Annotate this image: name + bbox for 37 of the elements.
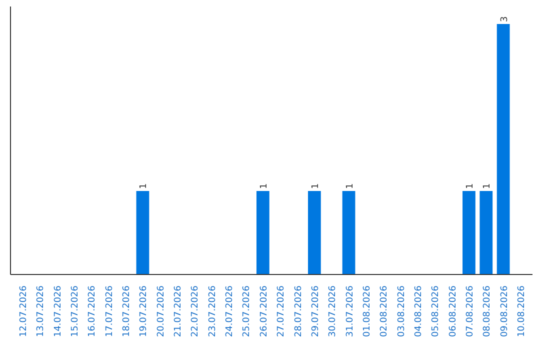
x-tick-label: 20.07.2026 bbox=[156, 285, 166, 338]
x-tick-label: 24.07.2026 bbox=[225, 285, 236, 338]
x-tick-label: 01.08.2026 bbox=[362, 285, 372, 338]
x-tick-label: 12.07.2026 bbox=[19, 285, 30, 338]
x-tick-label: 21.07.2026 bbox=[174, 285, 184, 338]
x-tick-label: 10.08.2026 bbox=[516, 285, 527, 338]
x-tick-label: 31.07.2026 bbox=[345, 285, 356, 338]
x-tick-label: 22.07.2026 bbox=[190, 285, 201, 338]
x-tick-label: 29.07.2026 bbox=[310, 285, 321, 338]
x-tick-label: 07.08.2026 bbox=[465, 285, 476, 338]
data-label: 1 bbox=[139, 183, 150, 190]
x-tick-label: 26.07.2026 bbox=[259, 285, 270, 338]
x-tick-label: 17.07.2026 bbox=[104, 285, 115, 338]
x-tick-label: 27.07.2026 bbox=[276, 285, 287, 338]
data-label: 1 bbox=[345, 183, 356, 190]
x-tick-label: 05.08.2026 bbox=[431, 285, 442, 338]
data-label: 1 bbox=[259, 183, 270, 190]
x-tick-label: 06.08.2026 bbox=[448, 285, 458, 338]
x-tick-label: 23.07.2026 bbox=[208, 285, 218, 338]
x-tick-label: 04.08.2026 bbox=[414, 285, 424, 338]
x-tick-label: 25.07.2026 bbox=[242, 285, 252, 338]
x-tick-label: 14.07.2026 bbox=[53, 285, 64, 338]
x-tick-label: 19.07.2026 bbox=[139, 285, 150, 338]
x-tick-label: 15.07.2026 bbox=[70, 285, 81, 338]
x-tick-label: 16.07.2026 bbox=[88, 285, 98, 338]
x-tick-label: 08.08.2026 bbox=[482, 285, 493, 338]
x-tick-label: 30.07.2026 bbox=[328, 285, 338, 338]
data-label: 1 bbox=[482, 183, 493, 190]
data-label: 3 bbox=[500, 16, 510, 22]
x-tick-label: 02.08.2026 bbox=[380, 285, 390, 338]
x-tick-label: 18.07.2026 bbox=[122, 285, 132, 338]
data-label: 1 bbox=[310, 183, 321, 190]
x-tick-label: 13.07.2026 bbox=[36, 285, 46, 338]
x-tick-label: 03.08.2026 bbox=[396, 285, 407, 338]
x-tick-label: 28.07.2026 bbox=[294, 285, 304, 338]
x-tick-label: 09.08.2026 bbox=[500, 285, 510, 338]
data-label: 1 bbox=[465, 183, 476, 190]
